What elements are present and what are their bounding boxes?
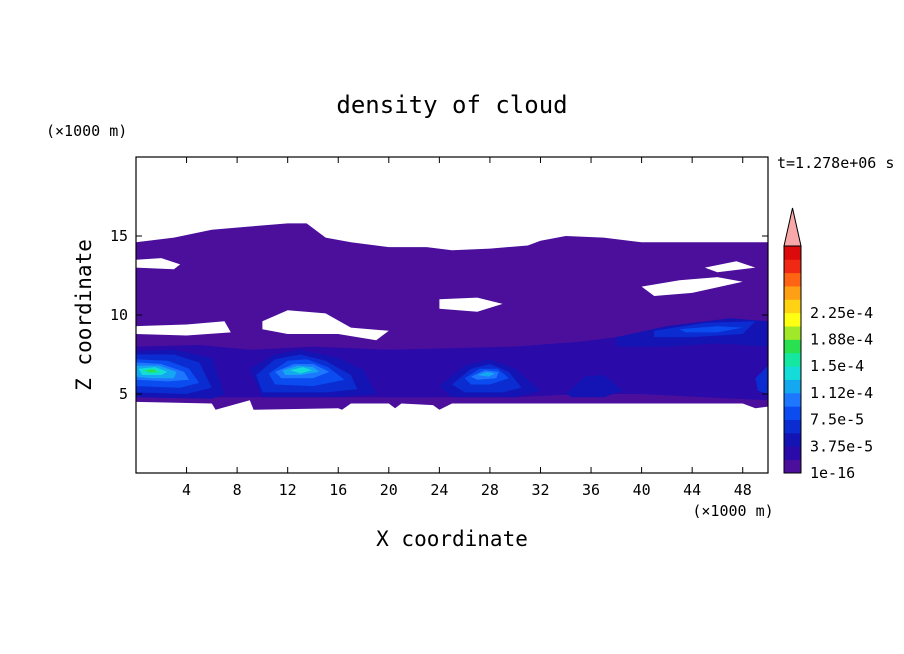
colorbar-swatch xyxy=(784,259,801,274)
colorbar-swatch xyxy=(784,419,801,434)
colorbar-tick-label: 7.5e-5 xyxy=(810,411,864,429)
x-tick-label: 4 xyxy=(182,481,191,499)
x-tick-label: 44 xyxy=(683,481,701,499)
colorbar-tick-label: 2.25e-4 xyxy=(810,304,873,322)
colorbar-swatch xyxy=(784,326,801,340)
x-tick-label: 28 xyxy=(481,481,499,499)
colorbar-tick-label: 1.5e-4 xyxy=(810,357,864,375)
y-tick-label: 10 xyxy=(110,306,128,324)
y-axis: 5 10 15 xyxy=(110,227,768,403)
colorbar-tick-label: 1.88e-4 xyxy=(810,330,873,348)
colorbar-swatch xyxy=(784,459,801,474)
contour-level-2 xyxy=(565,375,623,398)
colorbar: 1e-16 3.75e-5 7.5e-5 1.12e-4 1.5e-4 1.88e-4 2.… xyxy=(783,207,873,482)
x-tick-label: 32 xyxy=(531,481,549,499)
y-tick-label: 15 xyxy=(110,227,128,245)
colorbar-swatch xyxy=(784,312,801,327)
x-tick-label: 16 xyxy=(329,481,347,499)
x-axis-label: X coordinate xyxy=(376,527,528,551)
x-tick-label: 8 xyxy=(233,481,242,499)
colorbar-swatch xyxy=(784,299,801,314)
cloud-gap xyxy=(641,277,743,296)
colorbar-tick-label: 3.75e-5 xyxy=(810,437,873,455)
colorbar-swatch xyxy=(784,272,801,287)
y-unit-label: (×1000 m) xyxy=(46,122,127,140)
colorbar-swatch xyxy=(784,406,801,420)
cloud-gap xyxy=(262,310,389,341)
colorbar-tick-label: 1.12e-4 xyxy=(810,384,873,402)
x-tick-label: 20 xyxy=(380,481,398,499)
colorbar-frame xyxy=(783,245,802,474)
colorbar-swatch xyxy=(784,379,801,394)
colorbar-swatch xyxy=(784,392,801,407)
colorbar-swatch xyxy=(784,339,801,354)
colorbar-extend-arrow xyxy=(783,207,802,247)
cloud-gap xyxy=(704,261,756,273)
cloud-gap xyxy=(439,297,503,312)
y-axis-label: Z coordinate xyxy=(72,239,96,391)
colorbar-swatch xyxy=(784,366,801,380)
colorbar-swatch xyxy=(784,352,801,367)
colorbar-swatch xyxy=(784,432,801,447)
x-axis: 4 8 12 16 20 24 28 32 36 40 44 48 xyxy=(182,157,752,499)
colorbar-swatch xyxy=(784,246,801,260)
y-tick-label: 5 xyxy=(119,385,128,403)
contour-level-3 xyxy=(755,365,768,394)
contour-level-7 xyxy=(290,367,312,374)
colorbar-swatch xyxy=(784,446,801,461)
contour-field xyxy=(136,223,768,410)
x-tick-label: 48 xyxy=(734,481,752,499)
colorbar-swatch xyxy=(784,286,801,300)
x-unit-label: (×1000 m) xyxy=(692,502,773,520)
x-tick-label: 36 xyxy=(582,481,600,499)
x-tick-label: 12 xyxy=(279,481,297,499)
cloud-gap xyxy=(136,321,231,336)
chart-title: density of cloud xyxy=(336,91,567,119)
contour-level-6 xyxy=(477,371,495,377)
x-tick-label: 40 xyxy=(633,481,651,499)
contour-level-9 xyxy=(146,369,157,373)
cloud-gap xyxy=(136,258,181,270)
time-label: t=1.278e+06 s xyxy=(777,154,894,172)
x-tick-label: 24 xyxy=(430,481,448,499)
colorbar-tick-label: 1e-16 xyxy=(810,464,855,482)
contour-level-4 xyxy=(679,326,743,333)
